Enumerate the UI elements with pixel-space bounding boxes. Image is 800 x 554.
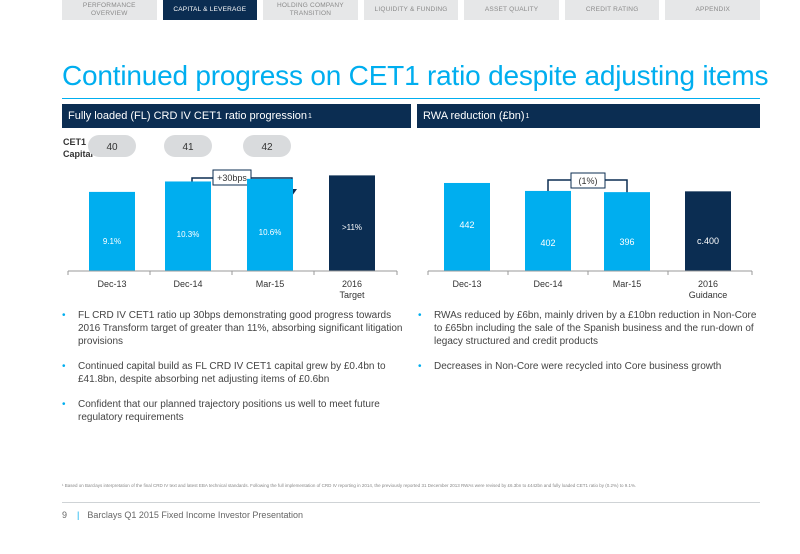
footer-separator: |	[77, 510, 80, 520]
left-bars: 9.1% 10.3% 10.6% >11%	[89, 175, 375, 271]
bar-value-label: 442	[459, 220, 474, 230]
capital-value: 41	[182, 142, 194, 153]
rwa-chart: (1%) 442 402 396 c.400 Dec-13 Dec-14 Mar-15 20…	[427, 172, 753, 300]
bar	[247, 178, 293, 271]
bar-value-label: c.400	[697, 236, 719, 246]
right-callout-label: (1%)	[578, 176, 597, 186]
right-callout: (1%)	[547, 172, 632, 206]
footer-divider	[62, 502, 760, 503]
right-panel-heading-text: RWA reduction (£bn)	[423, 110, 525, 122]
cet1-ratio-chart: CET1 Capital 40 41 42 +30bps 9.1% 10.3% 10.6…	[63, 135, 398, 300]
page-number: 9	[62, 510, 68, 520]
footnote: ¹ Based on Barclays interpretation of th…	[62, 483, 637, 488]
x-tick-label: Dec-13	[452, 279, 481, 289]
bullet-dot-icon: •	[62, 361, 66, 372]
left-bullet-text: Continued capital build as FL CRD IV CET…	[78, 361, 386, 385]
title-divider	[62, 98, 760, 99]
capital-value: 42	[261, 142, 273, 153]
bar	[89, 191, 135, 271]
bar	[444, 182, 490, 271]
left-callout-label: +30bps	[217, 173, 247, 183]
right-bullet: • Decreases in Non-Core were recycled int…	[418, 360, 760, 373]
bar-value-label: >11%	[342, 223, 362, 232]
left-callout-box	[212, 169, 252, 186]
x-tick-label: Dec-14	[533, 279, 562, 289]
left-bullet-text: Confident that our planned trajectory po…	[78, 399, 380, 423]
bar	[525, 190, 571, 271]
tab-asset-quality[interactable]: ASSET QUALITY	[464, 0, 559, 20]
bar-value-label: 10.6%	[259, 228, 282, 237]
left-bullet: • Continued capital build as FL CRD IV CE…	[62, 360, 407, 386]
capital-oval	[243, 135, 291, 157]
tab-holding-company-transition[interactable]: HOLDING COMPANY TRANSITION	[263, 0, 358, 20]
bar-value-label: 9.1%	[103, 237, 121, 246]
capital-value: 40	[106, 142, 118, 153]
right-bullets: • RWAs reduced by £6bn, mainly driven by …	[418, 309, 760, 385]
x-tick-label: Dec-14	[173, 279, 202, 289]
x-tick-label: Guidance	[689, 290, 728, 300]
left-panel-heading-text: Fully loaded (FL) CRD IV CET1 ratio prog…	[68, 110, 308, 122]
bar-value-label: 402	[540, 238, 555, 248]
bar-value-label: 396	[619, 237, 634, 247]
left-heading-footnote-mark: 1	[308, 112, 312, 120]
right-callout-box	[570, 172, 606, 189]
capital-oval	[88, 135, 136, 157]
bar	[165, 181, 211, 271]
bar	[604, 192, 650, 271]
left-bullet-text: FL CRD IV CET1 ratio up 30bps demonstrat…	[78, 310, 403, 347]
bar-value-label: 10.3%	[177, 230, 200, 239]
right-bullet-text: Decreases in Non-Core were recycled into…	[434, 361, 722, 372]
bar	[685, 191, 731, 271]
tab-appendix[interactable]: APPENDIX	[665, 0, 761, 20]
capital-label-line2: Capital	[63, 149, 93, 159]
capital-oval	[164, 135, 212, 157]
left-bullet: • FL CRD IV CET1 ratio up 30bps demonstra…	[62, 309, 407, 348]
right-bullet-text: RWAs reduced by £6bn, mainly driven by a…	[434, 310, 757, 347]
x-tick-label: Mar-15	[256, 279, 285, 289]
bullet-dot-icon: •	[62, 399, 66, 410]
bar	[329, 175, 375, 271]
x-tick-label: 2016	[342, 279, 362, 289]
footer: 9 | Barclays Q1 2015 Fixed Income Invest…	[62, 510, 303, 520]
tab-liquidity-funding[interactable]: LIQUIDITY & FUNDING	[363, 0, 459, 20]
capital-ovals: 40 41 42	[88, 135, 291, 157]
tab-performance-overview[interactable]: PERFORMANCE OVERVIEW	[62, 0, 157, 20]
section-tabs: PERFORMANCE OVERVIEW CAPITAL & LEVERAGE …	[62, 0, 761, 20]
x-tick-label: Target	[339, 290, 365, 300]
footer-text: Barclays Q1 2015 Fixed Income Investor P…	[87, 510, 303, 520]
left-bullet: • Confident that our planned trajectory p…	[62, 398, 407, 424]
x-tick-label: Mar-15	[613, 279, 642, 289]
tab-credit-rating[interactable]: CREDIT RATING	[564, 0, 660, 20]
left-bullets: • FL CRD IV CET1 ratio up 30bps demonstra…	[62, 309, 407, 436]
bullet-dot-icon: •	[418, 310, 422, 321]
page-title: Continued progress on CET1 ratio despite…	[62, 60, 769, 91]
capital-label-line1: CET1	[63, 137, 86, 147]
left-panel-heading: Fully loaded (FL) CRD IV CET1 ratio prog…	[62, 104, 411, 128]
bullet-dot-icon: •	[418, 361, 422, 372]
right-bars: 442 402 396 c.400	[444, 182, 731, 271]
right-heading-footnote-mark: 1	[525, 112, 530, 120]
right-panel-heading: RWA reduction (£bn) 1	[417, 104, 760, 128]
x-tick-label: Dec-13	[97, 279, 126, 289]
right-bullet: • RWAs reduced by £6bn, mainly driven by …	[418, 309, 760, 348]
tab-capital-leverage[interactable]: CAPITAL & LEVERAGE	[162, 0, 258, 20]
bullet-dot-icon: •	[62, 310, 66, 321]
x-tick-label: 2016	[698, 279, 718, 289]
